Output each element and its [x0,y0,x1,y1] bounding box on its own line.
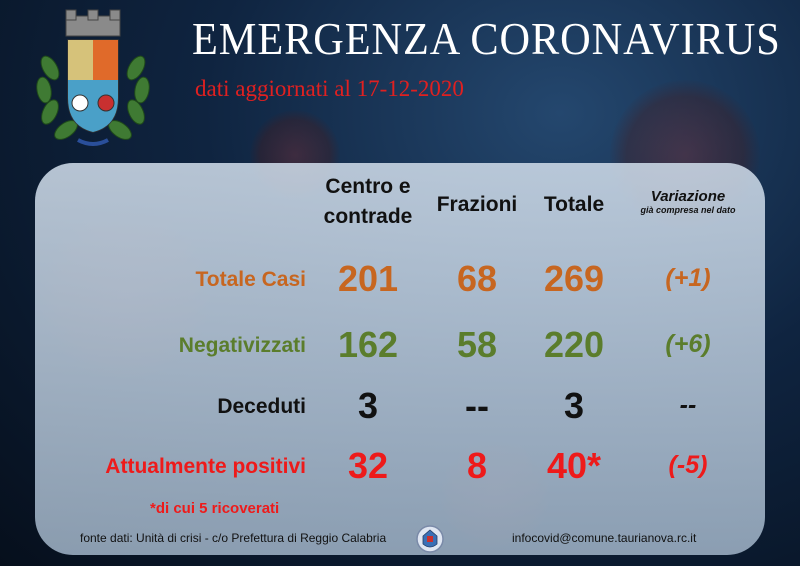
hospitalized-footnote: *di cui 5 ricoverati [150,500,280,517]
column-header-totale: Totale [543,193,605,216]
value-centro-deceduti: 3 [357,385,379,426]
value-frazioni-attualmente-positivi: 8 [466,445,488,486]
value-frazioni-deceduti: -- [465,385,489,426]
value-variazione-totale-casi: (+1) [665,264,711,292]
page-subtitle: dati aggiornati al 17-12-2020 [195,76,464,101]
value-totale-negativizzati: 220 [543,324,605,365]
stats-panel [35,163,765,555]
value-centro-attualmente-positivi: 32 [347,445,389,486]
row-label-deceduti: Deceduti [217,395,306,418]
column-header-centro: Centro e contrade [323,175,413,228]
value-centro-totale-casi: 201 [337,258,399,299]
coat-of-arms-icon [36,9,150,146]
row-label-negativizzati: Negativizzati [178,334,306,357]
row-label-totale-casi: Totale Casi [195,268,306,291]
source-footer: fonte dati: Unità di crisi - c/o Prefett… [80,531,387,545]
value-totale-attualmente-positivi: 40* [546,445,602,486]
value-centro-negativizzati: 162 [337,324,399,365]
contact-email[interactable]: infocovid@comune.taurianova.rc.it [512,531,697,545]
page-title: EMERGENZA CORONAVIRUS [192,13,781,64]
value-totale-deceduti: 3 [563,385,585,426]
value-frazioni-negativizzati: 58 [456,324,498,365]
value-variazione-negativizzati: (+6) [665,330,711,358]
column-header-frazioni: Frazioni [436,193,518,216]
value-totale-totale-casi: 269 [543,258,605,299]
row-label-attualmente-positivi: Attualmente positivi [105,455,306,478]
prefettura-seal-icon [416,525,444,553]
value-variazione-attualmente-positivi: (-5) [668,451,708,479]
value-variazione-deceduti: -- [679,391,697,419]
column-header-variazione: Variazione già compresa nel dato [640,188,736,215]
value-frazioni-totale-casi: 68 [456,258,498,299]
